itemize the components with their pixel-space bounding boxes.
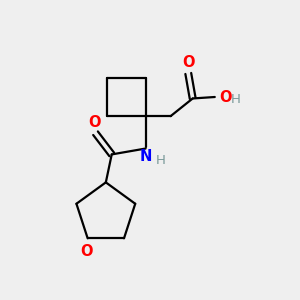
Text: O: O bbox=[182, 55, 194, 70]
Text: O: O bbox=[219, 89, 232, 104]
Text: O: O bbox=[80, 244, 92, 259]
Text: H: H bbox=[231, 93, 241, 106]
Text: H: H bbox=[156, 154, 166, 166]
Text: N: N bbox=[140, 148, 152, 164]
Text: O: O bbox=[88, 115, 100, 130]
